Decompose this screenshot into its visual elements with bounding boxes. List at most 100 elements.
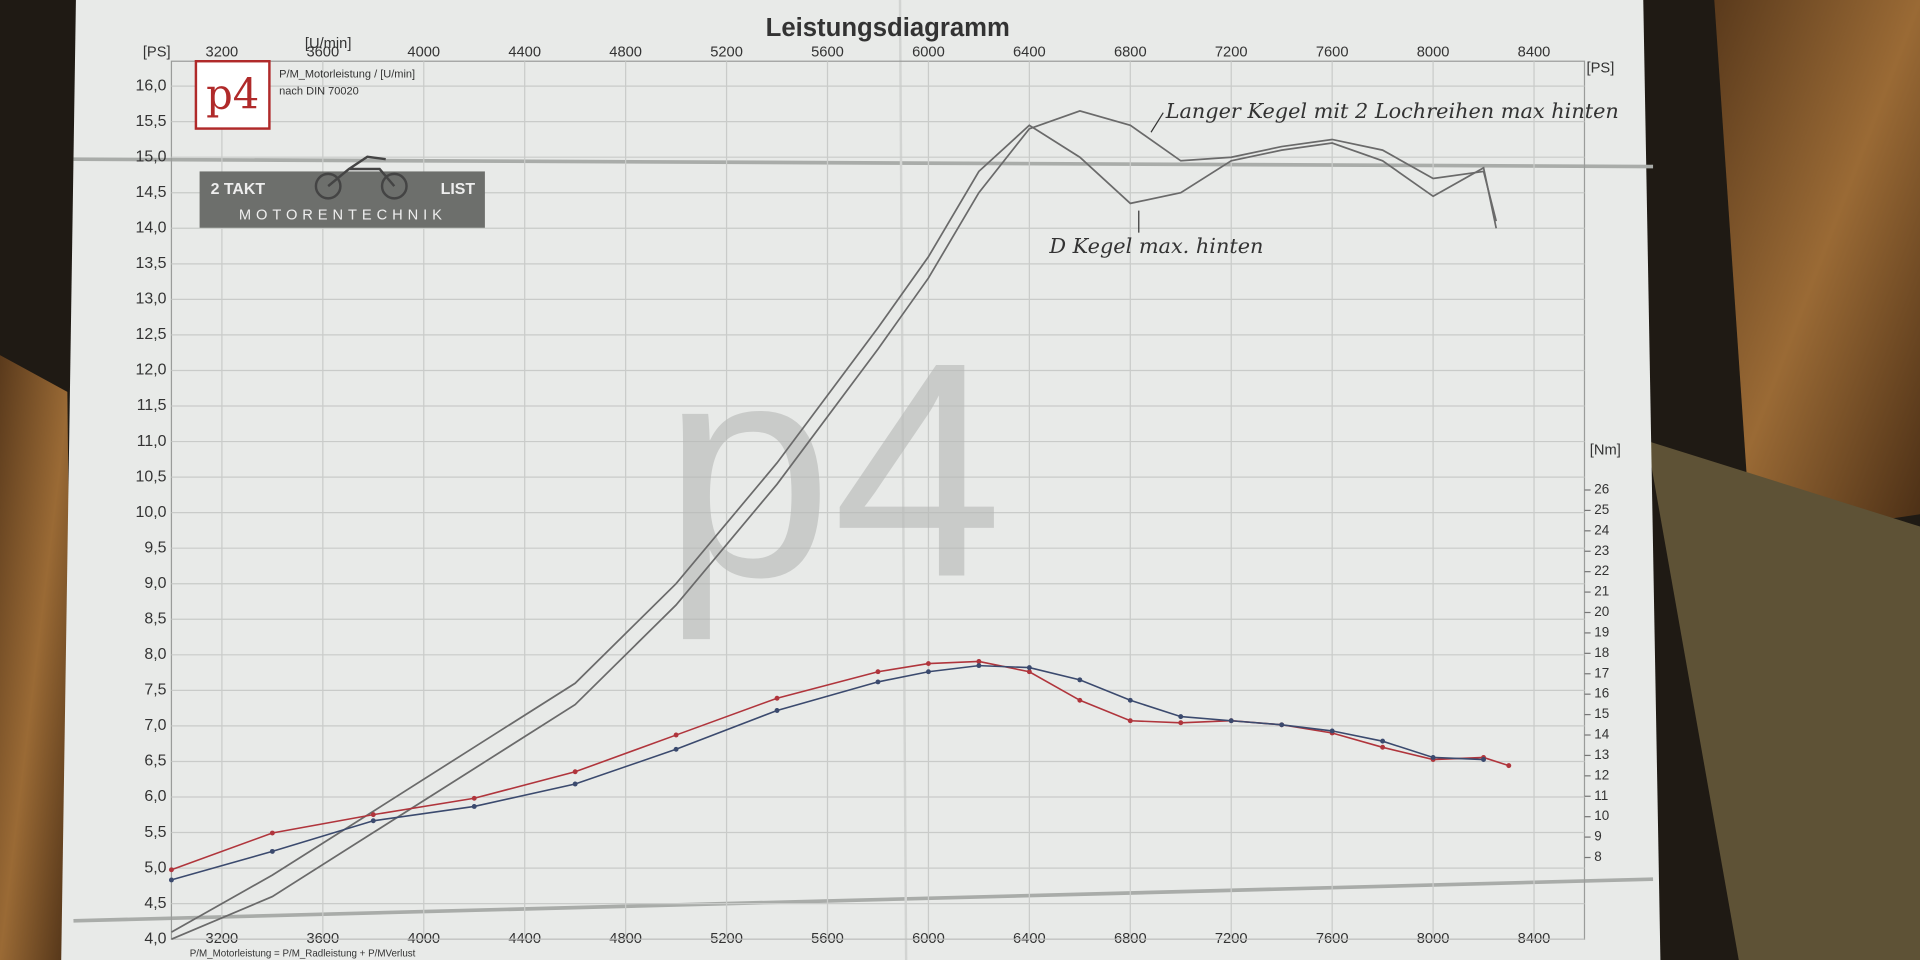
y-tick-label: 16,0 (136, 77, 167, 94)
x-tick-label: 7200 (1215, 45, 1248, 61)
x-axis-label: [U/min] (305, 36, 352, 52)
series-point (1178, 720, 1184, 726)
series-point (1481, 757, 1487, 762)
series-line (171, 124, 1498, 933)
watermark: p4 (662, 299, 1003, 643)
y2-tick-label: 8 (1594, 849, 1601, 864)
y-axis-label: [PS] (143, 45, 171, 61)
y2-tick-label: 10 (1594, 808, 1609, 823)
y-tick-label: 13,0 (136, 291, 167, 308)
wood-right (1714, 0, 1920, 539)
y2-tick-label: 22 (1594, 563, 1609, 578)
y-tick-label: 10,5 (136, 468, 167, 485)
grid: 3200320036003600400040004400440048004800… (136, 45, 1610, 948)
y-tick-label: 8,5 (144, 610, 166, 627)
paper-fold (898, 0, 908, 960)
y-tick-label: 7,0 (144, 717, 166, 734)
y2-tick-label: 13 (1594, 747, 1609, 762)
y2-tick-label: 9 (1594, 829, 1601, 844)
series-point (168, 867, 174, 873)
series-point (976, 663, 982, 669)
y-tick-label: 5,5 (144, 824, 166, 841)
y2-tick-label: 21 (1594, 584, 1609, 599)
series-point (1380, 744, 1386, 750)
series-point (370, 812, 376, 818)
y-tick-label: 11,5 (137, 397, 167, 414)
logo-box (194, 60, 271, 130)
y-tick-label: 11,0 (137, 433, 167, 450)
series-point (471, 795, 477, 801)
series-point (976, 659, 982, 664)
x-tick-label: 6000 (912, 45, 945, 61)
series-line (171, 664, 1484, 881)
series-point (1178, 714, 1184, 720)
y-axis-label-right: [PS] (1587, 60, 1615, 76)
series-point (875, 669, 881, 675)
brand-right: LIST (441, 181, 476, 198)
carpet (1646, 440, 1920, 960)
y-tick-label: 10,0 (136, 504, 167, 521)
brand-bottom: MOTORENTECHNIK (239, 207, 447, 223)
series-point (471, 804, 477, 809)
series-line (171, 110, 1498, 940)
logo-mark: p4 (206, 69, 259, 118)
series-point (875, 679, 881, 685)
y2-tick-label: 26 (1594, 482, 1609, 497)
y2-tick-label: 20 (1594, 604, 1609, 619)
series-point (1077, 677, 1083, 683)
y-tick-label: 12,0 (136, 362, 167, 379)
y-tick-label: 4,0 (144, 930, 166, 947)
series-point (572, 781, 578, 787)
y-tick-label: 14,5 (136, 184, 167, 201)
series-point (1228, 718, 1234, 724)
x-tick-label: 4800 (609, 45, 642, 61)
paper-fold (73, 877, 1654, 923)
series-annotation: Langer Kegel mit 2 Lochreihen max hinten (1165, 99, 1619, 123)
y2-tick-label: 15 (1594, 706, 1609, 721)
motorcycle-icon (314, 155, 408, 200)
x-tick-label: 8400 (1518, 45, 1551, 61)
y2-tick-label: 23 (1594, 543, 1609, 558)
series-point (1026, 669, 1032, 675)
series-point (1329, 728, 1335, 734)
y2-tick-label: 16 (1594, 686, 1609, 701)
plot: Langer Kegel mit 2 Lochreihen max hinten… (168, 99, 1619, 940)
x-tick-label: 4000 (407, 45, 440, 61)
paper (61, 0, 1661, 960)
y2-tick-label: 14 (1594, 727, 1609, 742)
y-tick-label: 6,0 (144, 788, 166, 805)
y2-tick-label: 17 (1594, 665, 1609, 680)
x-tick-label: 8000 (1417, 45, 1450, 61)
x-tick-label: 6800 (1114, 45, 1147, 61)
series-point (925, 661, 931, 666)
y-tick-label: 15,0 (136, 148, 167, 165)
y2-tick-label: 24 (1594, 522, 1609, 537)
series-point (673, 732, 679, 738)
x-tick-label: 5200 (710, 45, 743, 61)
y-tick-label: 12,5 (136, 326, 167, 343)
note: nach DIN 70020 (279, 86, 359, 98)
brand-left: 2 TAKT (211, 181, 266, 198)
series-point (1127, 697, 1133, 703)
y-tick-label: 9,0 (144, 575, 166, 592)
series-point (269, 830, 275, 836)
series-point (269, 848, 275, 854)
x-tick-label: 7600 (1316, 45, 1349, 61)
y2-tick-label: 25 (1594, 502, 1609, 517)
x-tick-label: 5600 (811, 45, 844, 61)
subtitle: P/M_Motorleistung / [U/min] (279, 69, 415, 81)
y2-tick-label: 19 (1594, 624, 1609, 639)
y2-tick-label: 18 (1594, 645, 1609, 660)
x-tick-label: 3600 (306, 45, 339, 61)
chart-title: Leistungsdiagramm (766, 14, 1010, 42)
footer: P/M_Motorleistung = P/M_Radleistung + P/… (190, 948, 416, 959)
y-tick-label: 13,5 (136, 255, 167, 272)
series-point (370, 818, 376, 824)
y-tick-label: 8,0 (144, 646, 166, 663)
series-point (1430, 755, 1436, 760)
series-point (673, 746, 679, 752)
brand-banner (199, 171, 485, 228)
y-tick-label: 4,5 (144, 895, 166, 912)
y-tick-label: 6,5 (144, 753, 166, 770)
